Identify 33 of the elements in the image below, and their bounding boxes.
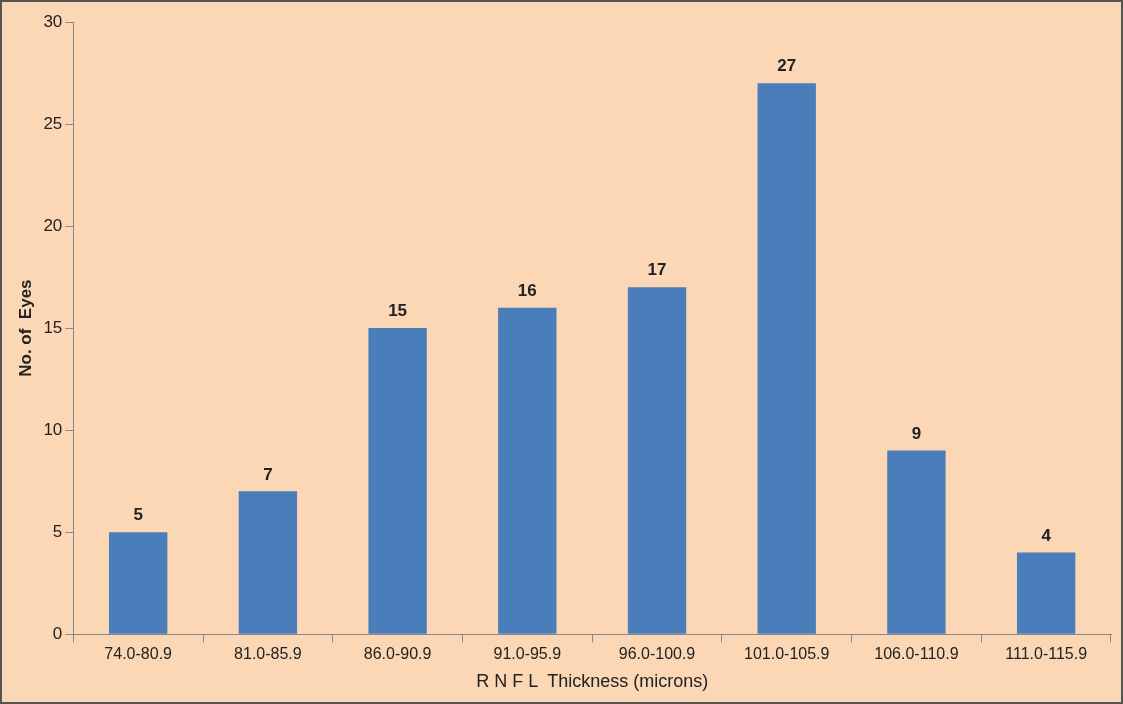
bar [887,450,946,634]
data-label: 7 [263,464,273,484]
x-tick-label: 101.0-105.9 [744,645,830,663]
data-label: 9 [911,423,922,443]
x-tick-label: 81.0-85.9 [234,645,302,663]
data-label: 4 [1041,525,1052,545]
x-tick-label: 86.0-90.9 [363,645,432,663]
x-tick-label: 111.0-115.9 [1005,645,1088,663]
bar [108,532,168,634]
bar [498,307,557,634]
data-label: 15 [388,301,408,321]
y-tick-label: 0 [52,623,63,643]
y-tick-label: 5 [52,521,63,541]
x-axis-title: R N F L Thickness (microns) [476,671,709,692]
data-label: 27 [777,56,797,76]
y-tick-label: 10 [43,419,63,439]
bar [238,491,298,634]
y-axis-title: No. of Eyes [15,279,35,377]
x-tick-label: 96.0-100.9 [618,645,696,663]
bar [627,287,687,634]
data-label: 17 [647,260,667,280]
y-tick-label: 20 [43,215,63,235]
data-label: 16 [517,280,537,300]
bar [368,328,427,634]
bar [757,83,816,634]
x-tick-label: 74.0-80.9 [104,645,173,663]
x-tick-label: 106.0-110.9 [874,645,959,663]
y-tick-label: 15 [43,317,63,337]
y-tick-label: 30 [43,11,63,31]
data-label: 5 [133,505,143,525]
y-tick-label: 25 [43,113,63,133]
x-tick-label: 91.0-95.9 [493,645,562,663]
bar [1016,552,1076,634]
